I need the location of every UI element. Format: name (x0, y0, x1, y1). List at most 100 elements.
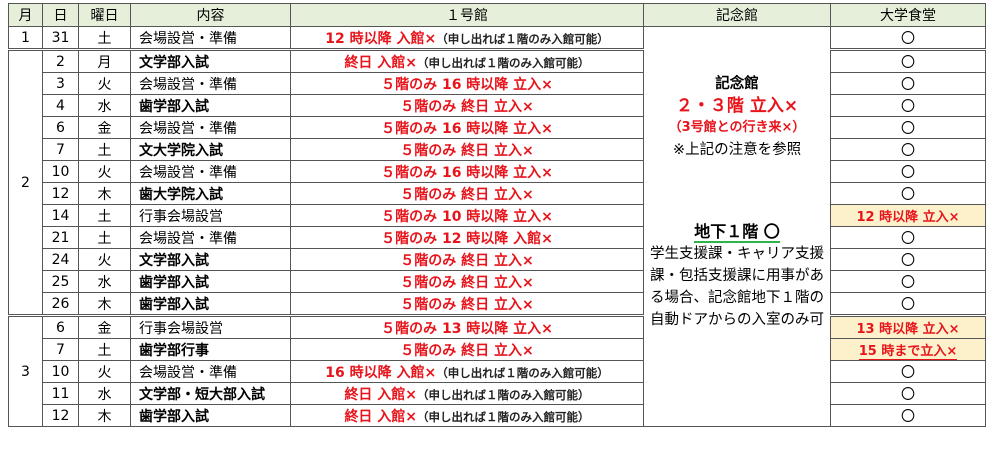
day-cell: 26 (42, 292, 79, 316)
content-cell: 行事会場設営 (130, 204, 291, 227)
content-cell: 歯学部入試 (130, 94, 291, 117)
content-cell: 歯学部行事 (130, 338, 291, 361)
day-cell: 14 (42, 204, 79, 227)
table-row: 26 木歯学部入試 ５階のみ 終日 立入× 〇 (9, 292, 986, 316)
content-cell: 会場設営・準備 (130, 360, 291, 383)
month-cell: 3 (8, 314, 43, 427)
day-cell: 31 (42, 26, 79, 50)
building1-cell: 16 時以降 入館×（申し出れば１階のみ入館可能） (290, 360, 644, 383)
day-cell: 2 (42, 48, 79, 73)
content-cell: 行事会場設営 (130, 314, 291, 339)
day-cell: 3 (42, 72, 79, 95)
content-cell: 会場設営・準備 (130, 72, 291, 95)
table-row: 14 土行事会場設営 ５階のみ 10 時以降 立入× 12 時以降 立入× (9, 204, 986, 227)
table-row: 3 火会場設営・準備 ５階のみ 16 時以降 立入× 〇 (9, 72, 986, 95)
weekday-cell: 木 (78, 292, 131, 316)
header-day: 日 (42, 3, 79, 27)
building1-cell: ５階のみ 終日 立入× (290, 338, 644, 361)
day-cell: 10 (42, 360, 79, 383)
cafeteria-cell: 〇 (830, 360, 986, 383)
content-cell: 歯大学院入試 (130, 182, 291, 205)
cafeteria-cell: 12 時以降 立入× (830, 204, 986, 227)
cafeteria-cell: 〇 (830, 382, 986, 405)
building1-cell: ５階のみ 終日 立入× (290, 182, 644, 205)
day-cell: 24 (42, 248, 79, 271)
day-cell: 12 (42, 404, 79, 427)
building1-cell: ５階のみ 13 時以降 立入× (290, 314, 644, 339)
weekday-cell: 金 (78, 314, 131, 339)
building1-restriction: ５階のみ 終日 立入× (400, 186, 534, 203)
content-cell: 会場設営・準備 (130, 160, 291, 183)
content-cell: 歯学部入試 (130, 292, 291, 316)
content-cell: 歯学部入試 (130, 270, 291, 293)
building1-note: （申し出れば１階のみ入館可能） (417, 55, 590, 70)
building1-cell: ５階のみ 16 時以降 立入× (290, 72, 644, 95)
day-cell: 4 (42, 94, 79, 117)
weekday-cell: 土 (78, 226, 131, 249)
building1-restriction: 16 時以降 入館× (325, 364, 437, 381)
day-cell: 11 (42, 382, 79, 405)
weekday-cell: 土 (78, 26, 131, 50)
memorial-note1: （3号館との行き来×） (668, 120, 806, 135)
cafeteria-cell: 〇 (830, 270, 986, 293)
cafeteria-cell: 15 時まで立入× (830, 338, 986, 361)
weekday-cell: 金 (78, 116, 131, 139)
building1-restriction: ５階のみ 12 時以降 入館× (381, 230, 553, 247)
weekday-cell: 土 (78, 204, 131, 227)
building1-restriction: ５階のみ 10 時以降 立入× (381, 208, 553, 225)
weekday-cell: 土 (78, 138, 131, 161)
building1-restriction: ５階のみ 終日 立入× (400, 342, 534, 359)
cafeteria-cell: 13 時以降 立入× (830, 314, 986, 339)
weekday-cell: 火 (78, 72, 131, 95)
month-cell: 1 (8, 26, 43, 50)
building1-cell: 終日 入館×（申し出れば１階のみ入館可能） (290, 382, 644, 405)
table-row: 7 土文大学院入試 ５階のみ 終日 立入× 〇 (9, 138, 986, 161)
building1-cell: ５階のみ 12 時以降 入館× (290, 226, 644, 249)
cafeteria-cell: 〇 (830, 138, 986, 161)
cafeteria-cell: 〇 (830, 116, 986, 139)
weekday-cell: 月 (78, 48, 131, 73)
weekday-cell: 火 (78, 160, 131, 183)
building1-note: （申し出れば１階のみ入館可能） (436, 31, 609, 46)
table-row: 1 31 土会場設営・準備 12 時以降 入館×（申し出れば１階のみ入館可能） 記念館… (8, 26, 986, 427)
weekday-cell: 水 (78, 382, 131, 405)
weekday-cell: 水 (78, 270, 131, 293)
day-cell: 7 (42, 138, 79, 161)
building1-cell: ５階のみ 終日 立入× (290, 94, 644, 117)
memorial-cell: 記念館 ２・３階 立入× （3号館との行き来×） ※上記の注意を参照 地下１階 … (643, 26, 831, 427)
table-row: 6 金会場設営・準備 ５階のみ 16 時以降 立入× 〇 (9, 116, 986, 139)
building1-cell: ５階のみ 16 時以降 立入× (290, 160, 644, 183)
building1-restriction: ５階のみ 16 時以降 立入× (381, 76, 553, 93)
cafeteria-cell: 〇 (830, 160, 986, 183)
building1-cell: ５階のみ 終日 立入× (290, 248, 644, 271)
table-row: 7 土歯学部行事 ５階のみ 終日 立入× 15 時まで立入× (9, 338, 986, 361)
table-row: 2 2 月文学部入試 終日 入館×（申し出れば１階のみ入館可能）〇 (8, 48, 986, 316)
day-cell: 21 (42, 226, 79, 249)
weekday-cell: 火 (78, 360, 131, 383)
cafeteria-restriction: 13 時以降 立入× (856, 322, 960, 337)
weekday-cell: 水 (78, 94, 131, 117)
content-cell: 文大学院入試 (130, 138, 291, 161)
content-cell: 歯学部入試 (130, 404, 291, 427)
content-cell: 文学部・短大部入試 (130, 382, 291, 405)
day-cell: 12 (42, 182, 79, 205)
cafeteria-cell: 〇 (830, 48, 986, 73)
building1-cell: 終日 入館×（申し出れば１階のみ入館可能） (290, 404, 644, 427)
day-cell: 6 (42, 314, 79, 339)
weekday-cell: 木 (78, 182, 131, 205)
header-month: 月 (8, 3, 43, 27)
building1-restriction: ５階のみ 終日 立入× (400, 296, 534, 313)
cafeteria-cell: 〇 (830, 72, 986, 95)
memorial-title: 記念館 (715, 76, 759, 92)
header-memorial: 記念館 (643, 3, 831, 27)
building1-note: （申し出れば１階のみ入館可能） (417, 409, 590, 424)
content-cell: 文学部入試 (130, 248, 291, 271)
building1-cell: ５階のみ 終日 立入× (290, 138, 644, 161)
cafeteria-cell: 〇 (830, 182, 986, 205)
content-cell: 会場設営・準備 (130, 116, 291, 139)
building1-cell: ５階のみ 終日 立入× (290, 292, 644, 316)
weekday-cell: 火 (78, 248, 131, 271)
header-row: 月 日 曜日 内容 １号館 記念館 大学食堂 (8, 3, 986, 27)
header-weekday: 曜日 (78, 3, 131, 27)
schedule-table: 月 日 曜日 内容 １号館 記念館 大学食堂 1 31 土会場設営・準備 12 時以降… (8, 3, 986, 427)
